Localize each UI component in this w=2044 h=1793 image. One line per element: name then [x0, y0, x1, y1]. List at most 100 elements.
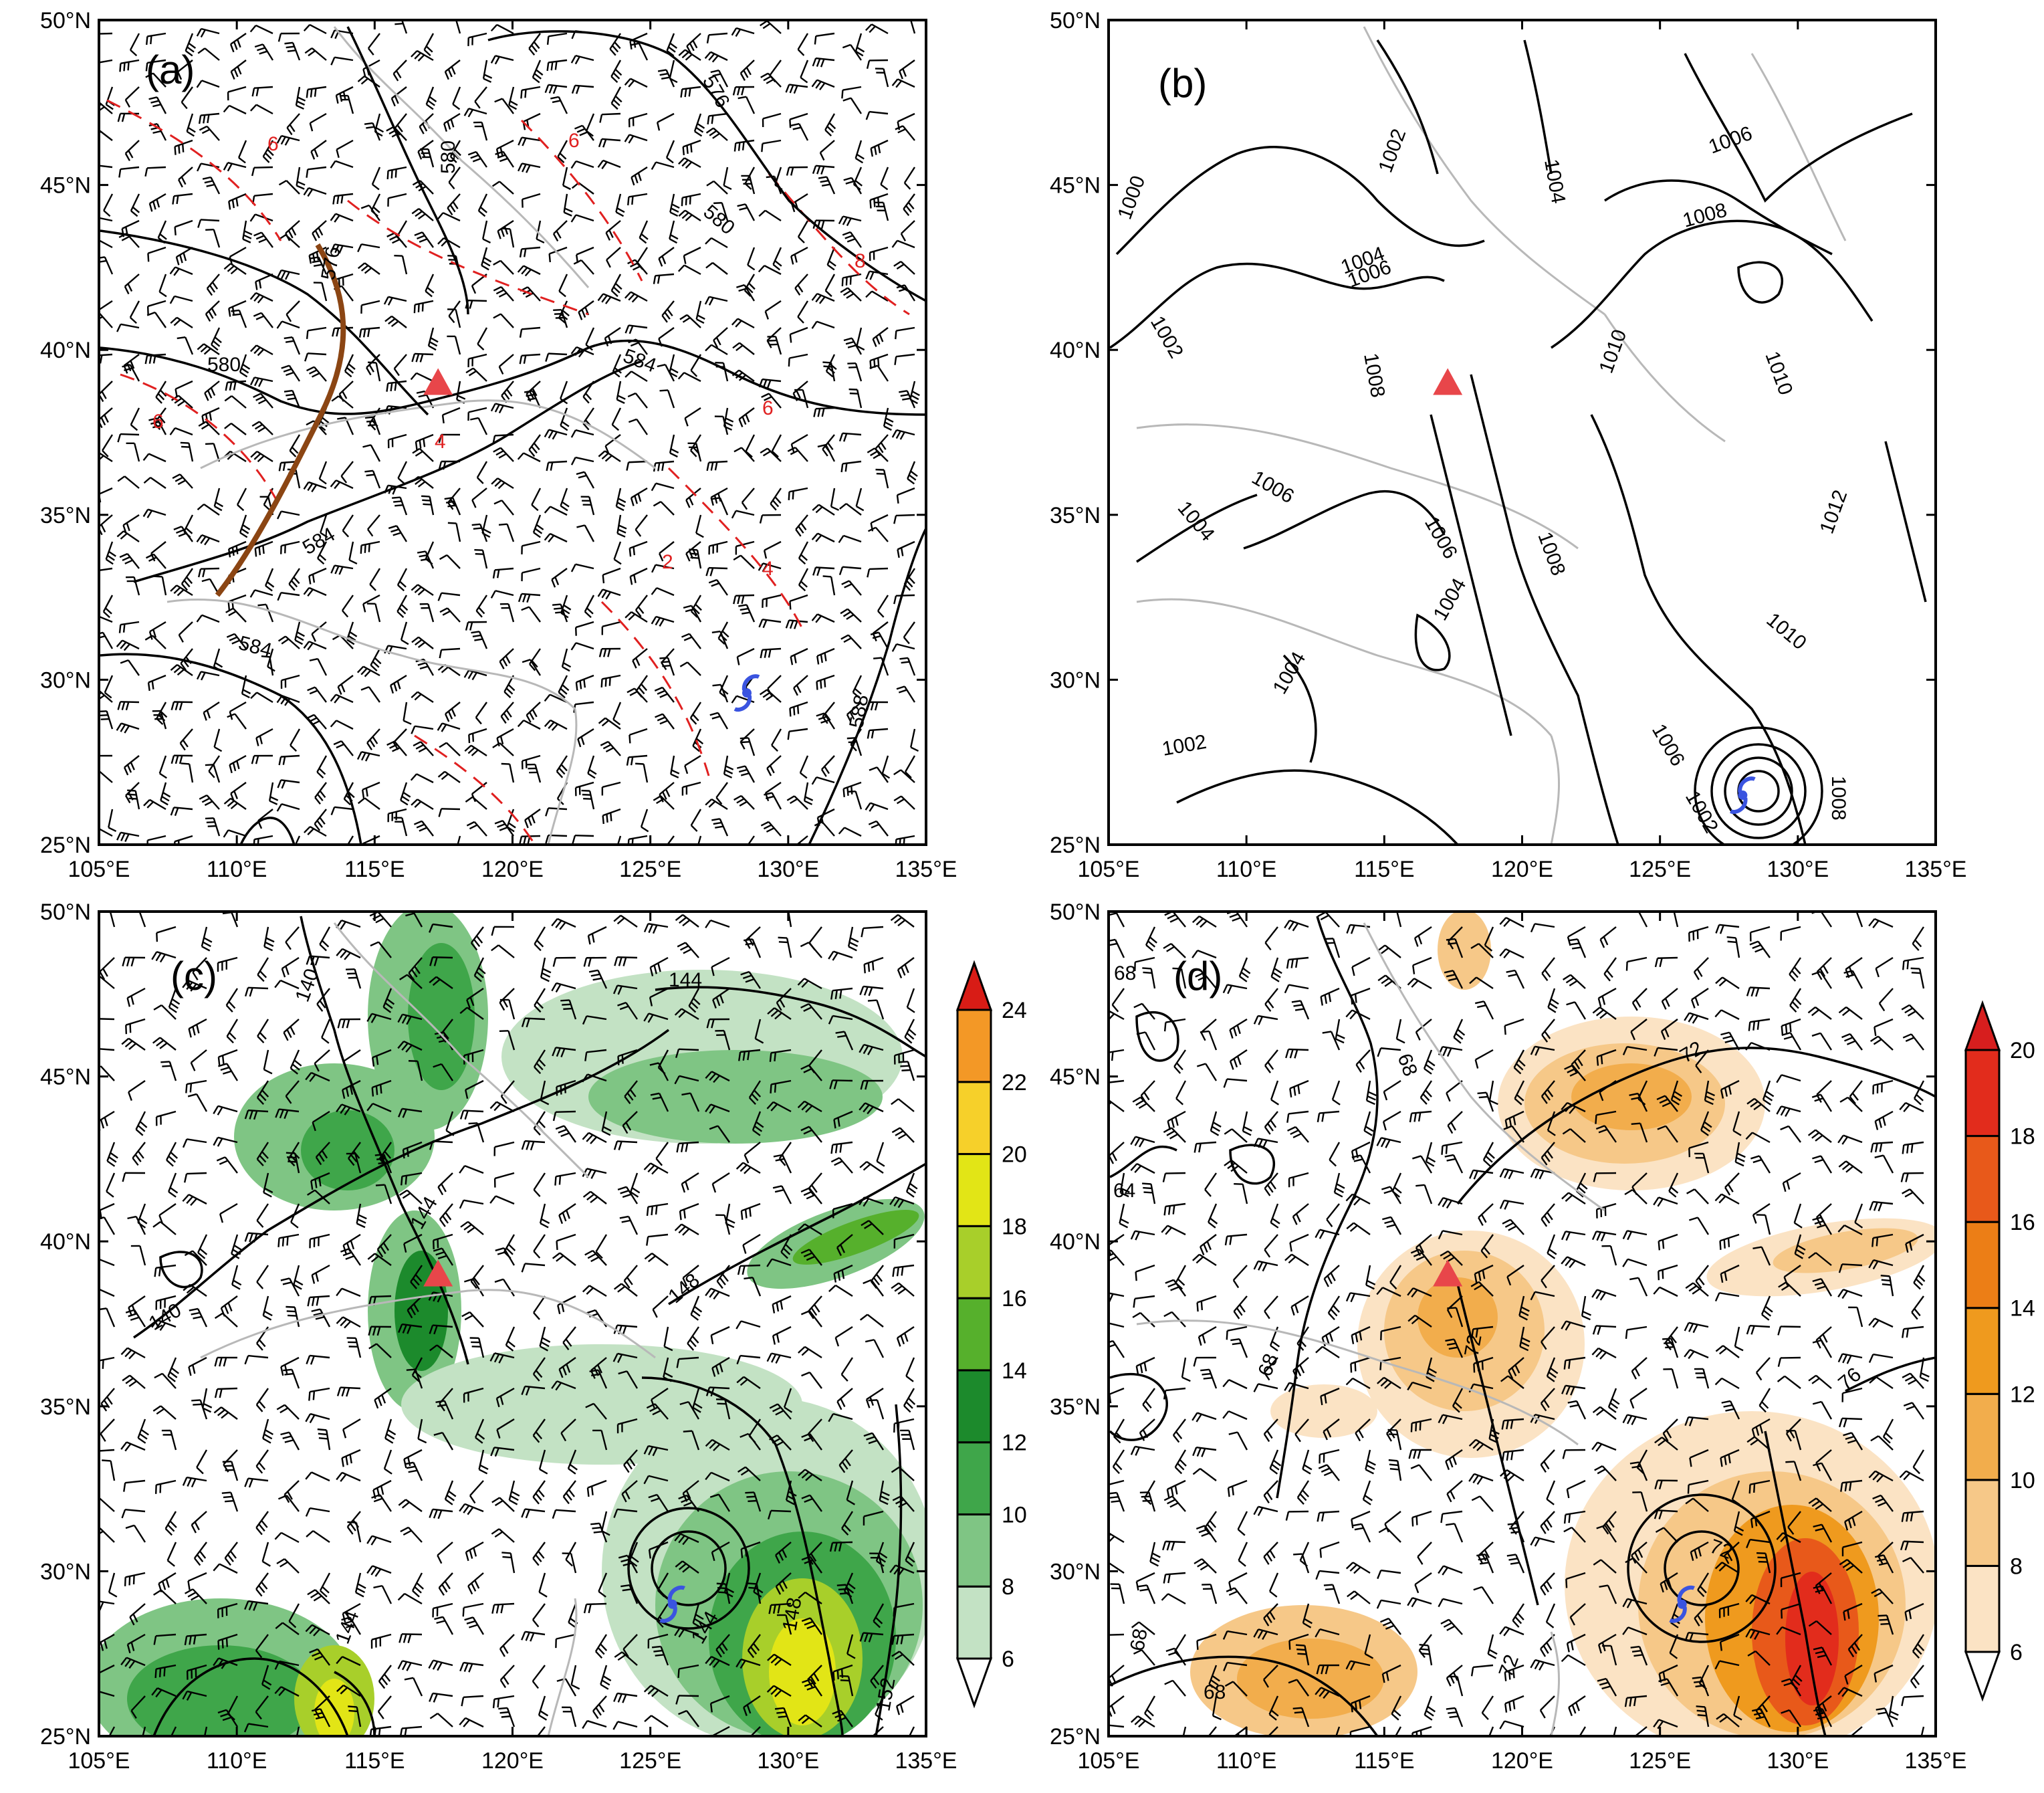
wind-barb — [281, 134, 300, 142]
wind-barb-flag — [869, 766, 878, 771]
wind-barb-flag — [661, 76, 670, 80]
wind-barb — [665, 364, 675, 382]
wind-barb — [897, 112, 915, 122]
wind-barb-flag — [338, 566, 344, 575]
wind-barb — [682, 781, 701, 788]
wind-barb-flag — [306, 420, 314, 426]
wind-barb-flag — [624, 1490, 631, 1500]
contour-label: 1000 — [1114, 173, 1150, 222]
wind-barb — [135, 1111, 146, 1130]
wind-barb-flag — [181, 176, 187, 185]
wind-barb — [623, 1265, 638, 1281]
wind-barb — [135, 1216, 146, 1235]
wind-barb — [392, 728, 407, 744]
wind-barb-flag — [617, 395, 626, 400]
wind-barb — [800, 60, 809, 78]
wind-barb-flag — [438, 809, 443, 817]
wind-barb-flag — [360, 752, 366, 761]
wind-barb-flag — [580, 736, 585, 746]
wind-barb — [530, 659, 542, 676]
wind-barb-flag — [376, 1249, 384, 1258]
wind-barb-flag — [628, 80, 635, 88]
wind-barb-flag — [244, 1355, 249, 1365]
wind-barb — [521, 593, 541, 597]
wind-barb-flag — [678, 49, 686, 56]
wind-barb-flag — [550, 462, 554, 471]
wind-barb — [907, 657, 916, 676]
wind-barb-flag — [525, 1509, 530, 1519]
wind-barb — [372, 1565, 392, 1574]
wind-barb-flag — [205, 817, 214, 820]
wind-barb-flag — [815, 81, 822, 89]
wind-barb-flag — [143, 799, 150, 807]
wind-barb-flag — [541, 1218, 550, 1225]
wind-barb-flag — [789, 620, 794, 629]
wind-barb — [808, 1249, 822, 1266]
wind-barb — [558, 675, 568, 693]
wind-barb — [832, 1412, 853, 1420]
wind-barb-flag — [837, 1271, 841, 1281]
contour-label: 584 — [620, 345, 659, 377]
wind-barb-flag — [499, 1648, 505, 1657]
wind-barb — [748, 737, 756, 756]
wind-barb — [617, 1324, 638, 1328]
wind-barb-flag — [867, 1106, 874, 1115]
wind-barb-flag — [657, 716, 666, 722]
wind-barb-flag — [865, 23, 873, 31]
wind-barb-flag — [711, 715, 721, 720]
wind-barb-flag — [531, 44, 538, 53]
wind-barb-flag — [249, 377, 255, 386]
wind-barb — [719, 675, 729, 693]
wind-barb-flag — [548, 534, 555, 543]
wind-barb — [288, 1432, 300, 1451]
wind-barb-flag — [99, 635, 106, 639]
wind-barb-flag — [583, 1604, 588, 1614]
wind-barb — [286, 113, 300, 128]
wind-barb-flag — [771, 744, 778, 752]
wind-barb-flag — [206, 821, 215, 824]
wind-barb-flag — [284, 698, 291, 706]
wind-barb — [388, 808, 407, 815]
wind-barb-flag — [92, 1049, 94, 1057]
wind-barb-flag — [110, 1152, 118, 1159]
wind-barb — [809, 1433, 822, 1451]
wind-barb-flag — [319, 478, 327, 485]
wind-barb — [735, 510, 755, 516]
wind-barb-flag — [211, 308, 217, 316]
wind-barb — [295, 86, 301, 106]
wind-barb-flag — [635, 529, 642, 537]
wind-barb-flag — [349, 1454, 352, 1464]
wind-barb-flag — [576, 471, 585, 476]
wind-barb-flag — [678, 1628, 685, 1638]
wind-barb-flag — [713, 340, 719, 348]
wind-barb-flag — [253, 1602, 258, 1611]
wind-barb-flag — [92, 756, 94, 764]
wind-barb-flag — [674, 1075, 680, 1085]
wind-barb-flag — [495, 1604, 499, 1614]
wind-barb-flag — [296, 100, 306, 106]
wind-barb-flag — [205, 443, 214, 445]
wind-barb-flag — [356, 665, 364, 673]
wind-barb-flag — [415, 211, 423, 217]
wind-barb-flag — [467, 1507, 474, 1515]
wind-barb-flag — [330, 57, 336, 66]
wind-barb — [156, 123, 167, 141]
wind-barb — [108, 1572, 116, 1593]
wind-barb-flag — [828, 122, 836, 130]
wind-barb-flag — [630, 756, 634, 766]
wind-barb — [129, 1603, 146, 1618]
wind-barb-flag — [124, 1659, 132, 1667]
wind-barb — [495, 1195, 515, 1205]
wind-barb — [366, 728, 380, 744]
wind-barb-flag — [587, 935, 591, 945]
wind-barb-flag — [258, 280, 262, 289]
wind-barb — [809, 1494, 822, 1512]
wind-barb — [160, 1405, 177, 1420]
wind-barb-flag — [336, 1472, 343, 1481]
wind-barb — [419, 113, 434, 128]
wind-barb — [539, 1203, 546, 1224]
wind-barb-flag — [705, 261, 713, 269]
wind-barb — [607, 741, 621, 756]
wind-barb — [684, 209, 701, 222]
wind-barb — [152, 553, 166, 569]
